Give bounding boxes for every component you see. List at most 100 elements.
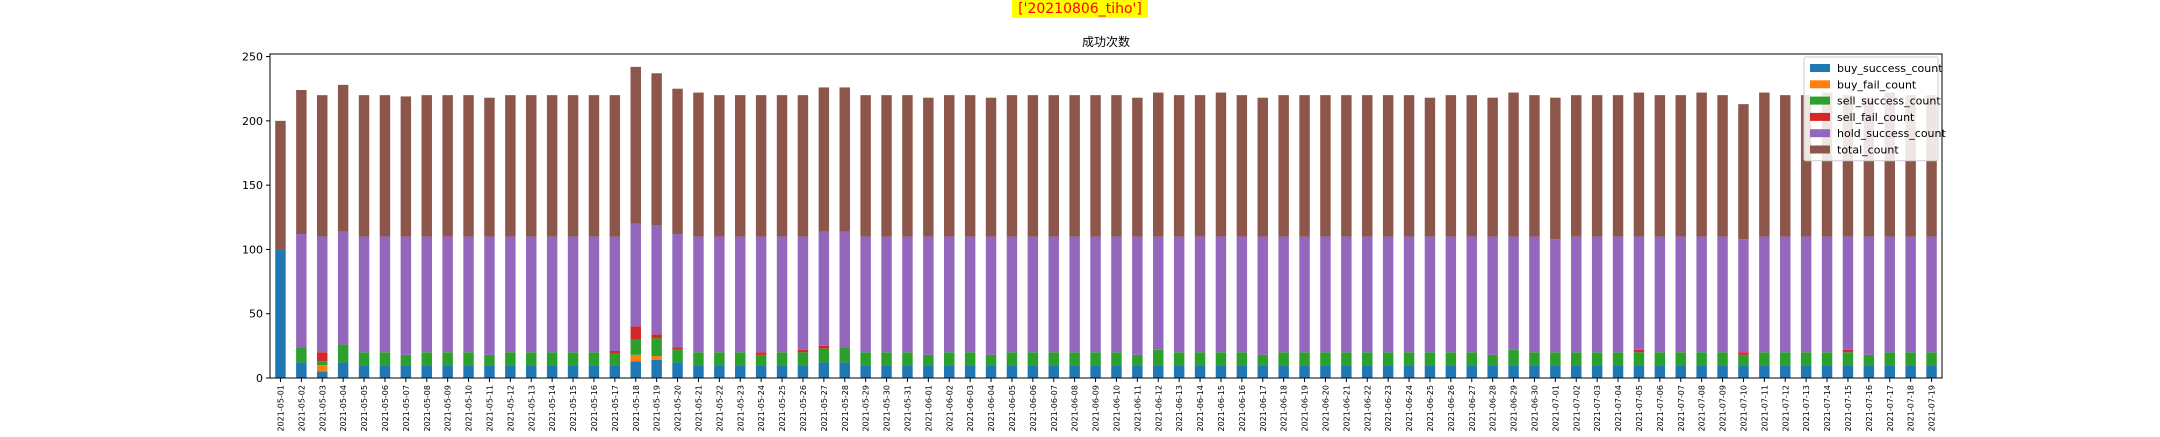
x-tick-label-8: 2021-05-09 xyxy=(444,385,453,432)
bar-total_count-30 xyxy=(902,95,913,237)
x-tick-label-46: 2021-06-16 xyxy=(1238,385,1247,432)
x-tick-label-75: 2021-07-15 xyxy=(1844,385,1853,432)
bar-total_count-59 xyxy=(1508,92,1519,237)
bar-total_count-33 xyxy=(964,95,976,237)
bar-total_count-29 xyxy=(881,95,892,237)
bar-sell_success_count-58 xyxy=(1487,354,1498,366)
bar-hold_success_count-28 xyxy=(860,236,871,353)
bar-total_count-75 xyxy=(1842,95,1854,237)
bar-buy_success_count-36 xyxy=(1027,365,1039,378)
x-tick-label-78: 2021-07-18 xyxy=(1907,385,1916,432)
bar-hold_success_count-49 xyxy=(1299,236,1310,353)
y-tick-label-50: 50 xyxy=(249,308,263,321)
bar-total_count-76 xyxy=(1863,97,1875,237)
bar-buy_success_count-31 xyxy=(923,365,934,378)
bar-total_count-41 xyxy=(1132,97,1143,237)
x-tick-label-62: 2021-07-02 xyxy=(1572,385,1581,432)
bar-total_count-65 xyxy=(1633,92,1645,237)
bar-total_count-64 xyxy=(1612,95,1624,237)
bar-total_count-43 xyxy=(1173,95,1185,237)
bar-buy_success_count-73 xyxy=(1800,365,1812,378)
x-tick-label-16: 2021-05-17 xyxy=(611,385,620,432)
bar-hold_success_count-38 xyxy=(1069,236,1080,353)
bar-total_count-52 xyxy=(1362,95,1373,237)
bar-total_count-39 xyxy=(1090,95,1101,237)
bar-sell_success_count-6 xyxy=(400,354,412,366)
bar-hold_success_count-21 xyxy=(714,236,725,353)
bar-total_count-32 xyxy=(944,95,955,237)
bar-sell_success_count-72 xyxy=(1780,352,1791,366)
bar-total_count-71 xyxy=(1759,92,1770,237)
y-tick-label-150: 150 xyxy=(242,179,263,192)
bar-total_count-70 xyxy=(1738,104,1749,240)
bar-buy_success_count-24 xyxy=(776,365,788,378)
bar-hold_success_count-42 xyxy=(1153,236,1164,350)
bar-total_count-42 xyxy=(1153,92,1164,237)
bar-sell_fail_count-19 xyxy=(672,347,683,350)
legend-label-sell_fail_count: sell_fail_count xyxy=(1837,111,1915,124)
legend-label-buy_success_count: buy_success_count xyxy=(1837,62,1943,75)
bar-buy_success_count-66 xyxy=(1654,365,1666,378)
bar-sell_success_count-50 xyxy=(1320,352,1331,366)
bar-sell_success_count-75 xyxy=(1842,352,1854,366)
bar-sell_success_count-69 xyxy=(1717,352,1728,366)
bar-hold_success_count-35 xyxy=(1006,236,1018,353)
bar-buy_success_count-61 xyxy=(1550,365,1561,378)
bar-buy_success_count-65 xyxy=(1633,365,1645,378)
bar-hold_success_count-54 xyxy=(1403,236,1415,353)
bar-sell_success_count-14 xyxy=(567,352,579,366)
bar-total_count-48 xyxy=(1278,95,1289,237)
bar-sell_success_count-26 xyxy=(818,348,830,363)
legend-swatch-total_count xyxy=(1810,145,1830,154)
bar-buy_success_count-35 xyxy=(1006,365,1018,378)
x-tick-label-20: 2021-05-21 xyxy=(694,385,703,432)
x-tick-label-19: 2021-05-20 xyxy=(674,385,683,432)
x-tick-label-29: 2021-05-30 xyxy=(883,385,892,432)
x-tick-label-24: 2021-05-25 xyxy=(778,385,787,432)
bar-sell_success_count-7 xyxy=(421,352,432,366)
legend-swatch-buy_fail_count xyxy=(1810,80,1830,89)
bar-total_count-10 xyxy=(484,97,495,237)
x-tick-label-9: 2021-05-10 xyxy=(465,385,474,432)
bar-sell_success_count-73 xyxy=(1800,352,1812,366)
bar-total_count-4 xyxy=(358,95,370,237)
bar-total_count-3 xyxy=(337,84,349,232)
bar-sell_success_count-74 xyxy=(1821,352,1833,366)
x-tick-label-53: 2021-06-23 xyxy=(1384,385,1393,432)
bar-total_count-21 xyxy=(714,95,725,237)
bar-buy_fail_count-17 xyxy=(630,354,641,362)
x-tick-label-57: 2021-06-27 xyxy=(1468,385,1477,432)
bar-total_count-44 xyxy=(1194,95,1206,237)
bar-hold_success_count-71 xyxy=(1759,236,1770,353)
bar-buy_success_count-79 xyxy=(1926,365,1937,378)
bar-buy_success_count-69 xyxy=(1717,365,1728,378)
x-tick-label-79: 2021-07-19 xyxy=(1928,385,1937,432)
x-tick-label-72: 2021-07-12 xyxy=(1781,385,1790,432)
bar-total_count-7 xyxy=(421,95,432,237)
bar-sell_success_count-68 xyxy=(1696,352,1707,366)
x-tick-label-58: 2021-06-28 xyxy=(1489,385,1498,432)
bar-buy_success_count-38 xyxy=(1069,365,1080,378)
bar-hold_success_count-79 xyxy=(1926,236,1937,353)
x-tick-label-31: 2021-06-01 xyxy=(924,385,933,432)
bar-hold_success_count-22 xyxy=(735,236,746,353)
bar-buy_success_count-60 xyxy=(1529,365,1540,378)
x-tick-label-1: 2021-05-02 xyxy=(297,385,306,432)
legend-box xyxy=(1803,56,1939,162)
plot-frame xyxy=(269,53,1943,379)
bar-hold_success_count-9 xyxy=(463,236,474,353)
x-tick-label-38: 2021-06-08 xyxy=(1071,385,1080,432)
bar-total_count-45 xyxy=(1215,92,1227,237)
bar-sell_success_count-8 xyxy=(442,352,453,366)
bar-total_count-28 xyxy=(860,95,871,237)
bar-hold_success_count-10 xyxy=(484,236,495,355)
bar-hold_success_count-39 xyxy=(1090,236,1101,353)
bar-sell_fail_count-17 xyxy=(630,326,641,340)
x-tick-label-7: 2021-05-08 xyxy=(423,385,432,432)
bar-total_count-69 xyxy=(1717,95,1728,237)
x-tick-label-63: 2021-07-03 xyxy=(1593,385,1602,432)
bar-sell_fail_count-16 xyxy=(609,351,621,354)
bar-sell_success_count-3 xyxy=(337,344,349,363)
bar-sell_success_count-59 xyxy=(1508,349,1519,366)
